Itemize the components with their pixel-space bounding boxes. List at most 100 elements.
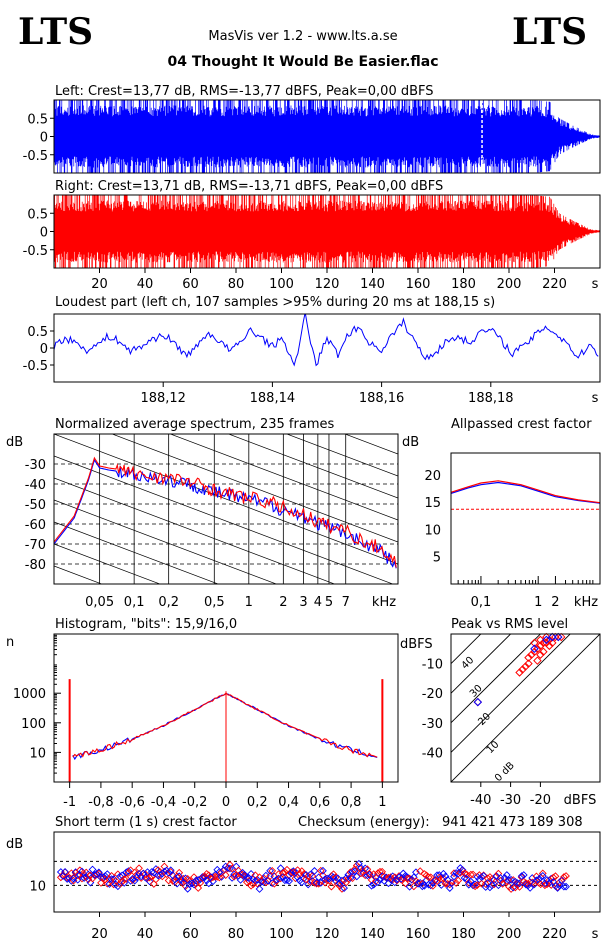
peak-rms-point-red [524,653,533,662]
crest-point-red [268,866,277,875]
peak-rms-point-red [515,668,524,677]
peak-rms-point-red [548,638,557,648]
crest-point-red [342,878,351,887]
crest-point-blue [486,883,494,892]
x-tick-label: -1 [63,795,76,810]
x-tick-label: 188,12 [140,391,186,406]
x-tick-label: 220 [542,277,567,292]
x-tick-label: -0,8 [88,795,113,810]
crest-point-blue [118,871,127,880]
crest-point-blue [509,883,518,892]
peak-rms-point-red [536,650,545,659]
crest-point-red [452,879,461,887]
loudest-series-line [54,314,599,367]
crest-point-red [154,866,162,875]
short-term-crest-chart: dB 10 20 40 60 80 100 120 140 160 180 200 220 s [6,831,601,942]
peak-rms-point-blue [548,632,557,642]
crest-point-blue [226,864,234,873]
y-tick-label: -40 [25,478,46,493]
y-tick-label: -10 [422,658,443,673]
x-tick-label: 2 [279,595,287,610]
crest-point-red [124,868,133,877]
allpassed-crest-chart: dB 20 15 10 5 0,1 1 2 kHz [402,435,601,610]
crest-point-blue [350,867,359,876]
x-tick-label: 80 [228,277,245,292]
loudest-frame [53,313,601,383]
diagonal-line [451,634,512,694]
x-tick-label: 0,05 [85,595,114,610]
crest-point-red [194,884,203,892]
y-tick-label: 20 [424,469,441,484]
crest-series-0 [450,481,601,504]
slope-line [169,434,398,521]
diagonal-line [451,634,542,724]
y-tick-label: 100 [21,717,46,732]
x-tick-label: 1 [534,595,542,610]
crest-point-red [128,876,137,885]
x-tick-label: 188,18 [468,391,514,406]
x-tick-label: 220 [542,927,567,942]
x-tick-label: 188,16 [359,391,405,406]
y-tick-label: -60 [25,518,46,533]
crest-point-red [486,873,494,881]
crest-point-blue [513,879,522,888]
x-tick-label: 180 [451,277,476,292]
y-tick-label: -0.5 [23,244,48,259]
crest-point-blue [562,882,570,891]
crest-point-blue [166,866,175,875]
crest-point-blue [335,879,344,888]
x-unit-label: s [592,277,599,292]
diagonal-label: 0 dB [493,760,517,784]
diagonal-line [451,634,600,782]
crest-point-blue [130,876,139,885]
crest-point-blue [346,874,355,882]
peak-rms-point-red [521,662,530,671]
logo-right: LTS [512,11,587,53]
y-tick-label: 0.5 [27,112,48,127]
x-tick-label: 5 [325,595,333,610]
x-unit-label: dBFS [564,793,597,808]
spectrum-chart: dB-30 -40 -50 -60 -70 -80 0,05 0,1 0,2 0,5 1 2 3 4 5 7 k… [6,433,399,610]
crest-point-blue [374,878,382,887]
crest-point-red [454,876,463,885]
crest-point-blue [352,872,361,881]
x-tick-label: 0,8 [341,795,362,810]
crest-point-red [183,874,192,883]
x-tick-label: -0,2 [182,795,207,810]
crest-point-blue [390,878,399,887]
diagonal-line [451,634,482,665]
x-tick-label: 20 [91,277,108,292]
x-unit-label: s [592,927,599,942]
x-tick-label: -20 [530,793,551,808]
x-tick-label: 160 [406,277,431,292]
short-term-ylabel: dB [6,837,23,852]
crest-point-red [166,867,175,876]
diagonal-line [451,634,571,754]
spectrum-title: Normalized average spectrum, 235 frames [55,417,334,432]
x-tick-label: 0,1 [471,595,492,610]
crest-point-blue [67,876,76,885]
peak-rms-point-red [536,641,545,651]
crest-point-red [308,872,317,880]
crest-point-red [147,872,156,881]
x-tick-label: 120 [315,927,340,942]
slope-line [54,455,394,584]
crest-point-blue [526,884,534,892]
y-tick-label: 0.5 [27,325,48,340]
y-tick-label: 10 [29,746,46,761]
right-waveform-chart: 0.5 0 -0.5 20 40 60 80 100 120 140 160 180 200 220 s [23,194,601,292]
x-tick-label: 200 [497,927,522,942]
crest-point-blue [61,868,69,876]
peak-rms-point-red [545,641,554,651]
crest-point-red [348,874,357,883]
x-tick-label: 40 [137,277,154,292]
crest-point-red [173,872,181,881]
x-tick-label: 60 [182,277,199,292]
x-tick-label: 120 [315,277,340,292]
crest-point-red [105,875,114,884]
crest-point-blue [255,885,264,893]
crest-point-blue [143,868,152,876]
crest-point-blue [240,870,249,879]
crest-point-blue [319,866,327,875]
crest-point-blue [266,866,274,875]
